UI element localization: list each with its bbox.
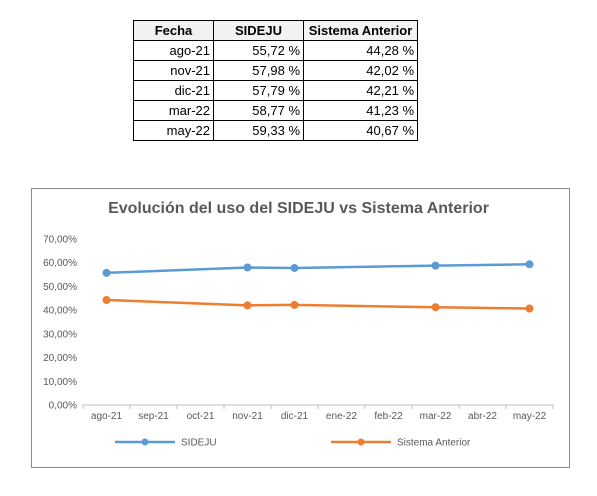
x-tick-label: oct-21 <box>187 411 215 422</box>
data-point <box>290 300 299 309</box>
data-table: Fecha SIDEJU Sistema Anterior ago-21 55,… <box>133 20 418 141</box>
data-point <box>102 295 111 304</box>
y-tick-label: 10,00% <box>43 377 77 388</box>
y-tick-label: 50,00% <box>43 282 77 293</box>
data-point <box>525 304 534 313</box>
cell-sideju: 57,79 % <box>213 80 304 101</box>
x-tick-label: may-22 <box>513 411 547 422</box>
x-tick-label: sep-21 <box>138 411 169 422</box>
x-tick-label: feb-22 <box>374 411 403 422</box>
cell-fecha: nov-21 <box>133 60 214 81</box>
table-row: nov-21 57,98 % 42,02 % <box>133 60 418 81</box>
data-point <box>525 260 534 269</box>
data-point <box>431 303 440 312</box>
y-tick-label: 60,00% <box>43 258 77 269</box>
y-tick-label: 20,00% <box>43 353 77 364</box>
data-point <box>243 263 252 272</box>
table-row: mar-22 58,77 % 41,23 % <box>133 100 418 121</box>
data-point <box>290 263 299 272</box>
data-point <box>431 261 440 270</box>
table-row: dic-21 57,79 % 42,21 % <box>133 80 418 101</box>
header-sideju: SIDEJU <box>213 20 304 41</box>
cell-fecha: ago-21 <box>133 40 214 61</box>
table-row: may-22 59,33 % 40,67 % <box>133 120 418 141</box>
legend-marker <box>357 438 365 446</box>
x-tick-label: mar-22 <box>420 411 452 422</box>
cell-fecha: may-22 <box>133 120 214 141</box>
legend-label: SIDEJU <box>181 438 217 449</box>
chart-area <box>31 188 570 468</box>
y-tick-label: 40,00% <box>43 306 77 317</box>
y-tick-label: 30,00% <box>43 329 77 340</box>
header-sistema-anterior: Sistema Anterior <box>303 20 418 41</box>
x-tick-label: dic-21 <box>281 411 309 422</box>
legend-label: Sistema Anterior <box>397 438 471 449</box>
cell-sideju: 59,33 % <box>213 120 304 141</box>
cell-sistema-anterior: 42,21 % <box>303 80 418 101</box>
series-line-0 <box>106 263 530 275</box>
chart-title: Evolución del uso del SIDEJU vs Sistema … <box>108 200 489 217</box>
x-tick-label: nov-21 <box>232 411 263 422</box>
cell-sistema-anterior: 44,28 % <box>303 40 418 61</box>
cell-sideju: 58,77 % <box>213 100 304 121</box>
data-point <box>102 268 111 277</box>
x-tick-label: ene-22 <box>326 411 358 422</box>
y-tick-label: 0,00% <box>49 401 77 412</box>
cell-sistema-anterior: 40,67 % <box>303 120 418 141</box>
x-tick-label: abr-22 <box>468 411 497 422</box>
x-tick-label: ago-21 <box>91 411 123 422</box>
table-header-row: Fecha SIDEJU Sistema Anterior <box>133 20 418 41</box>
header-fecha: Fecha <box>133 20 214 41</box>
series-line-1 <box>106 298 530 310</box>
cell-sideju: 57,98 % <box>213 60 304 81</box>
data-point <box>243 301 252 310</box>
y-tick-label: 70,00% <box>43 235 77 246</box>
legend-marker <box>141 438 149 446</box>
